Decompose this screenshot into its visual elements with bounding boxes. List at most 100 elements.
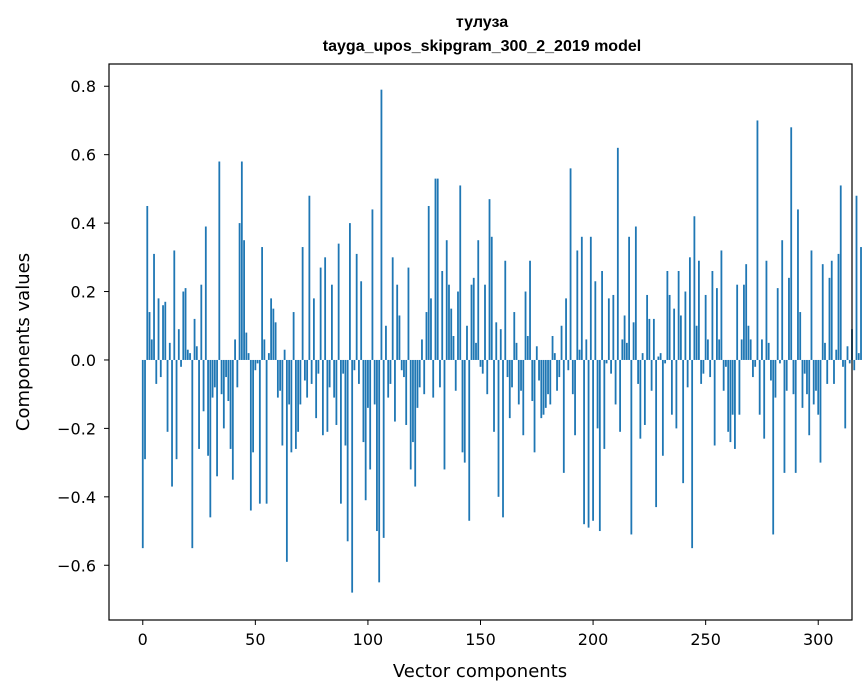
- bar: [824, 342, 826, 360]
- bar: [794, 359, 797, 473]
- bar: [306, 359, 309, 398]
- bar: [407, 267, 410, 360]
- bar: [612, 294, 615, 360]
- bar: [331, 284, 333, 360]
- bar: [418, 359, 421, 388]
- bar: [502, 359, 504, 518]
- bar: [238, 223, 241, 360]
- bar: [319, 267, 322, 360]
- bar: [452, 336, 455, 360]
- bar: [666, 271, 669, 360]
- bar: [166, 359, 169, 432]
- bar: [274, 322, 277, 360]
- bar: [835, 349, 838, 360]
- bar: [738, 359, 741, 415]
- bar: [288, 359, 291, 405]
- bar: [180, 359, 182, 367]
- bar: [716, 288, 718, 360]
- bar: [414, 359, 417, 487]
- bar: [281, 359, 284, 446]
- bar: [634, 226, 637, 360]
- bar: [657, 356, 660, 360]
- bar: [301, 247, 304, 360]
- bar: [168, 342, 171, 360]
- bar: [389, 359, 392, 384]
- bar: [767, 342, 770, 360]
- bar: [731, 359, 734, 415]
- bar: [240, 161, 243, 360]
- bar: [144, 359, 146, 460]
- bar: [362, 359, 365, 443]
- bar: [607, 298, 610, 360]
- bar: [677, 271, 680, 360]
- bar: [159, 359, 162, 378]
- bar: [328, 359, 331, 388]
- bar: [542, 359, 545, 415]
- bar: [504, 260, 507, 360]
- bar: [596, 359, 599, 429]
- bar: [641, 353, 644, 360]
- bar: [213, 359, 216, 388]
- bar: [353, 359, 356, 371]
- x-tick-label: 150: [465, 630, 496, 649]
- bar: [409, 359, 412, 470]
- bar: [234, 339, 236, 360]
- y-axis-label: Components values: [13, 253, 34, 431]
- bar: [623, 315, 626, 360]
- y-tick-label: 0.8: [71, 77, 96, 96]
- bar: [157, 298, 160, 360]
- bar: [540, 359, 543, 419]
- bar: [326, 359, 329, 432]
- bar: [853, 359, 856, 371]
- bar: [576, 250, 579, 360]
- x-tick-label: 100: [353, 630, 384, 649]
- bar: [526, 336, 529, 360]
- bar: [740, 339, 743, 360]
- bar: [562, 359, 565, 473]
- bar: [709, 359, 712, 378]
- y-tick-label: −0.2: [57, 419, 96, 438]
- bar: [776, 288, 779, 360]
- bar: [204, 226, 207, 360]
- bar: [387, 359, 390, 398]
- bar: [857, 353, 860, 360]
- bar: [245, 332, 248, 360]
- bar: [702, 359, 705, 374]
- bar: [252, 359, 254, 453]
- bar: [472, 277, 475, 360]
- bar: [292, 312, 295, 360]
- bar: [727, 359, 730, 432]
- bar: [655, 359, 658, 508]
- bar: [860, 247, 862, 360]
- bar: [225, 359, 227, 378]
- bar: [200, 284, 203, 360]
- bar: [463, 359, 466, 463]
- bar: [531, 359, 534, 402]
- bar: [173, 250, 176, 360]
- bar: [351, 359, 354, 593]
- bar: [664, 359, 667, 364]
- bar: [630, 359, 633, 535]
- bar: [551, 336, 554, 360]
- bar: [648, 318, 651, 360]
- bar: [808, 359, 811, 436]
- bar: [475, 342, 477, 360]
- bar: [765, 260, 768, 360]
- bar: [425, 312, 428, 360]
- bar: [828, 277, 831, 360]
- bar: [535, 346, 538, 360]
- bar: [549, 359, 552, 405]
- bar: [324, 257, 327, 360]
- bar: [846, 346, 849, 360]
- bar: [227, 359, 230, 402]
- bar: [202, 359, 205, 412]
- bar: [155, 359, 158, 384]
- bar: [614, 359, 617, 405]
- bar: [691, 359, 694, 549]
- bar: [790, 127, 793, 360]
- x-axis: 0 50 100 150 200 250 300: [138, 620, 834, 649]
- bar: [479, 359, 482, 367]
- bar: [400, 359, 403, 371]
- bar: [729, 359, 732, 443]
- bar: [605, 359, 608, 364]
